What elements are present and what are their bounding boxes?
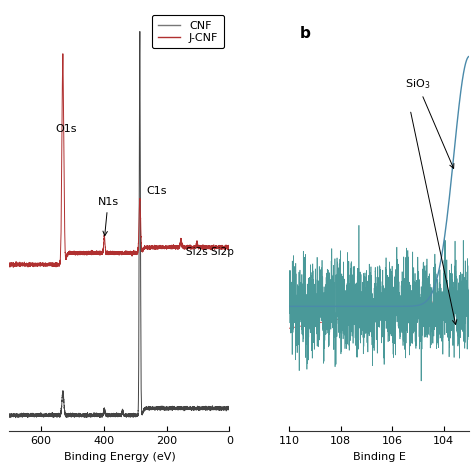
- X-axis label: Binding E: Binding E: [353, 452, 406, 462]
- Text: C1s: C1s: [147, 185, 167, 196]
- Text: SiO$_3$: SiO$_3$: [405, 78, 454, 168]
- Text: b: b: [300, 27, 311, 41]
- Text: Si2s Si2p: Si2s Si2p: [186, 247, 234, 257]
- Legend: CNF, J-CNF: CNF, J-CNF: [152, 15, 224, 48]
- X-axis label: Binding Energy (eV): Binding Energy (eV): [64, 452, 175, 462]
- Text: O1s: O1s: [55, 124, 76, 134]
- Text: N1s: N1s: [98, 197, 118, 236]
